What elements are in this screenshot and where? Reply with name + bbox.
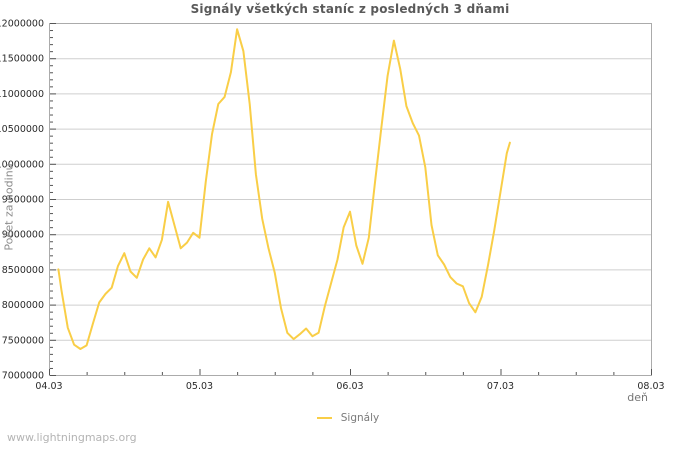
y-tick-label: 9000000 [2, 230, 44, 241]
y-tick-label: 10500000 [0, 124, 44, 135]
y-tick-label: 10000000 [0, 159, 44, 170]
y-axis-title: Počet za hodinu [2, 163, 16, 251]
x-tick-label: 08.03 [637, 381, 664, 392]
legend-line-swatch-icon [316, 417, 332, 419]
y-tick-label: 11000000 [0, 89, 44, 100]
plot-border [49, 23, 652, 376]
x-tick-label: 06.03 [336, 381, 363, 392]
legend: Signály [0, 412, 696, 424]
x-tick-label: 05.03 [186, 381, 213, 392]
x-axis-title: deň [627, 391, 648, 404]
y-tick-label: 9500000 [2, 195, 44, 206]
chart-title: Signály všetkých staníc z posledných 3 d… [190, 2, 510, 16]
y-tick-label: 8000000 [2, 300, 44, 311]
y-tick-label: 7000000 [2, 371, 44, 382]
y-tick-label: 12000000 [0, 19, 44, 30]
y-tick-label: 7500000 [2, 335, 44, 346]
x-tick-label: 04.03 [35, 381, 62, 392]
site-watermark: www.lightningmaps.org [7, 431, 137, 444]
x-tick-label: 07.03 [487, 381, 514, 392]
y-tick-label: 8500000 [2, 265, 44, 276]
series-line-signaly [57, 28, 511, 350]
legend-label-signaly: Signály [340, 412, 380, 424]
y-tick-label: 11500000 [0, 54, 44, 65]
